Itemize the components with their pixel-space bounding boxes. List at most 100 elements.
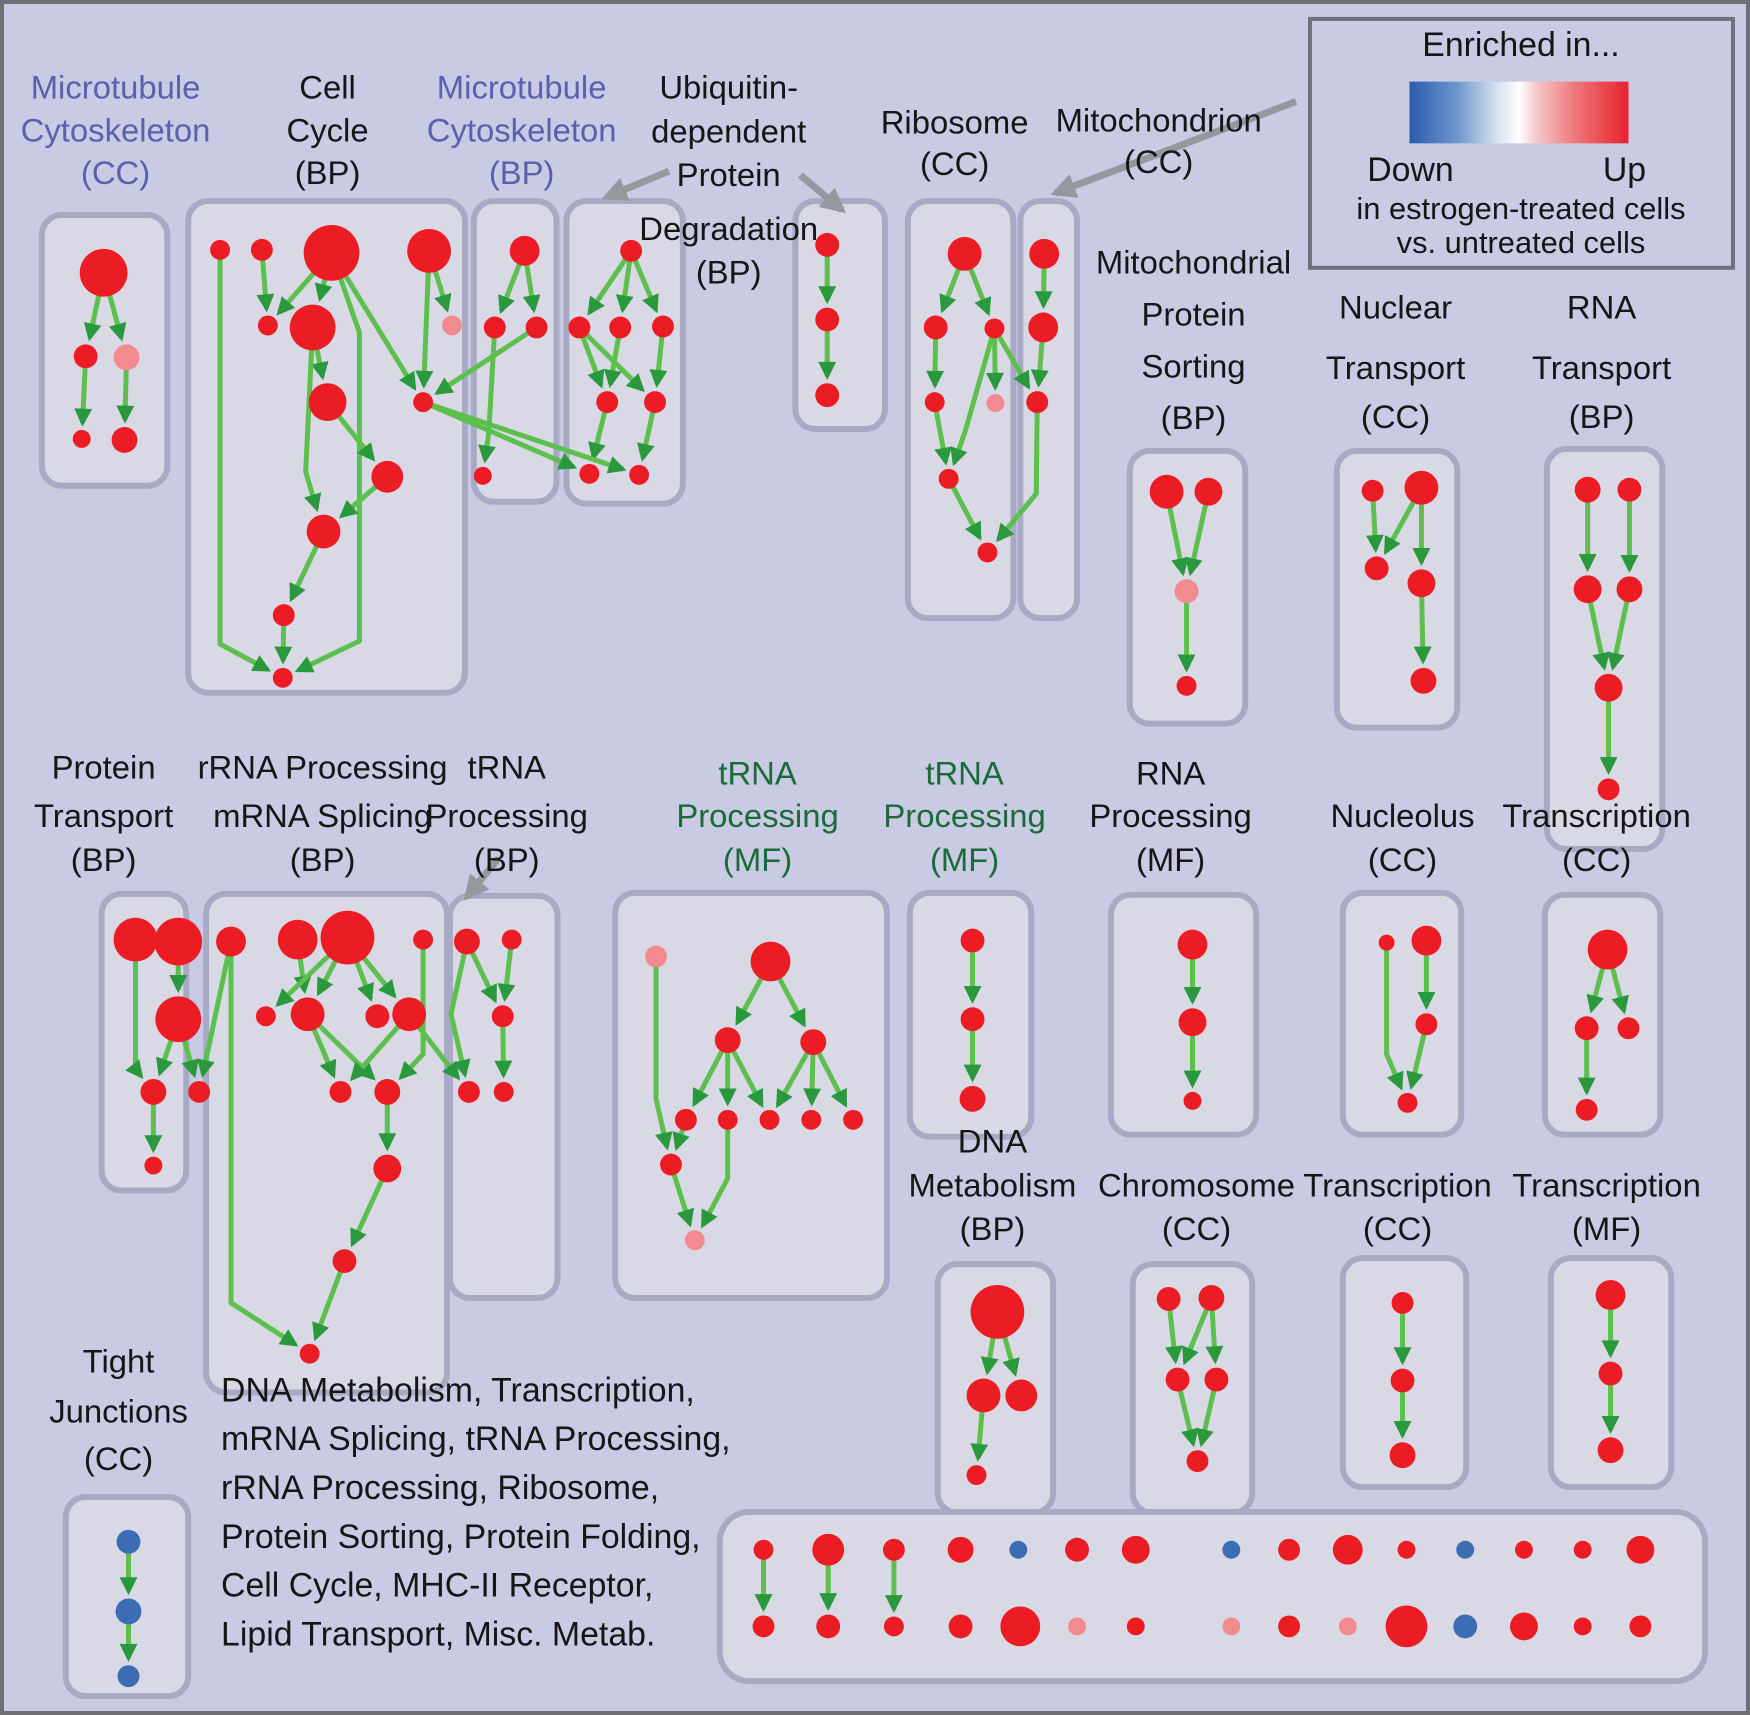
node-s4: [1616, 576, 1643, 603]
node-m2: [483, 316, 506, 339]
node-r11: [373, 1154, 402, 1183]
node-g2: [1028, 312, 1059, 343]
label-rt-line1: RNA: [1567, 289, 1636, 326]
node-k15b: [1629, 1615, 1652, 1638]
node-s3: [1573, 575, 1602, 604]
node-d1: [113, 917, 158, 962]
node-ab1: [1595, 1280, 1626, 1310]
node-q4: [1407, 569, 1436, 598]
group-box-rr: [203, 890, 450, 1396]
node-s2: [1617, 477, 1642, 502]
node-ab3: [1597, 1437, 1624, 1464]
node-e4: [800, 1029, 827, 1056]
node-x3: [1617, 1017, 1640, 1040]
node-k3t: [882, 1538, 905, 1561]
node-k8t: [1222, 1540, 1241, 1559]
node-q2: [1404, 470, 1439, 505]
edge-c3-c13: [294, 252, 362, 673]
node-v3: [1183, 1091, 1202, 1110]
node-b6: [938, 468, 959, 489]
node-v2: [1178, 1008, 1207, 1037]
label-tm-line1: tRNA: [718, 754, 797, 791]
label-mtbp-line3: (BP): [489, 154, 555, 191]
label-tj-line3: (CC): [84, 1440, 153, 1477]
misc-categories-note-line4: Protein Sorting, Protein Folding,: [221, 1518, 700, 1556]
trna-bp-pointer-arrow-icon: [463, 855, 502, 901]
label-mps-line3: Sorting: [1141, 347, 1245, 384]
node-r12: [332, 1249, 357, 1274]
node-f3: [959, 1085, 986, 1112]
node-y4: [966, 1465, 987, 1486]
legend-gradient-bar: [1409, 81, 1629, 144]
node-y2: [966, 1378, 1001, 1413]
node-k7b: [1126, 1617, 1145, 1636]
node-x1: [1587, 929, 1628, 970]
node-k4t: [947, 1536, 974, 1563]
ubiquitin-right-pointer-arrow-icon: [798, 172, 847, 214]
node-a2: [73, 344, 98, 369]
label-tb-line2: Processing: [426, 797, 588, 834]
node-r3: [320, 910, 375, 965]
node-d3: [155, 996, 202, 1043]
node-c11: [306, 514, 341, 549]
node-c2: [250, 238, 273, 261]
edge-r4-r10: [398, 939, 426, 1081]
misc-categories-note-line2: mRNA Splicing, tRNA Processing,: [221, 1420, 730, 1458]
nodes-layer: [72, 224, 1655, 1688]
label-mtbp-line2: Cytoskeleton: [427, 111, 617, 148]
label-rr-line2: mRNA Splicing: [213, 797, 432, 834]
node-p1: [1149, 474, 1184, 509]
node-z5: [1186, 1450, 1209, 1473]
label-dm-line1: DNA: [958, 1123, 1027, 1160]
node-w2: [1411, 925, 1442, 956]
node-b5: [986, 394, 1005, 413]
node-p3: [1174, 579, 1199, 604]
edge-b4-b6: [932, 401, 952, 466]
edge-s4-s5: [1607, 588, 1632, 671]
legend-down-label: Down: [1367, 151, 1454, 189]
node-k13b: [1510, 1612, 1538, 1641]
label-rp-line2: Processing: [1089, 797, 1251, 834]
node-e6: [717, 1109, 738, 1130]
node-t1: [453, 928, 480, 955]
node-g1: [1029, 238, 1060, 269]
node-e3: [714, 1027, 741, 1054]
mitochondrion-pointer-arrow-icon: [1050, 98, 1298, 198]
label-mtcc-line2: Cytoskeleton: [21, 111, 211, 148]
node-r2: [277, 919, 318, 960]
label-tc-line1: Transcription: [1502, 797, 1691, 834]
label-nu-line1: Nucleolus: [1330, 797, 1474, 834]
label-rp-line1: RNA: [1136, 754, 1205, 791]
node-t4: [457, 1080, 480, 1103]
label-cc-line2: Cycle: [287, 111, 369, 148]
node-q1: [1361, 479, 1384, 502]
node-b4: [924, 392, 945, 413]
group-box-mtcc: [38, 212, 171, 489]
label-mito-line1: Mitochondrion: [1056, 101, 1262, 138]
edge-c6-c11: [303, 327, 322, 513]
legend-caption-line2: vs. untreated cells: [1397, 225, 1646, 260]
edge-b3-g3: [992, 327, 1031, 390]
node-aa3: [1389, 1442, 1416, 1469]
label-tb-line1: tRNA: [468, 748, 547, 785]
edge-e1-e10: [653, 956, 673, 1151]
group-box-rt: [1543, 445, 1666, 853]
node-w3: [1415, 1013, 1438, 1036]
node-t2: [501, 929, 522, 950]
edge-c4-c9: [415, 250, 434, 389]
legend-up-label: Up: [1603, 151, 1646, 189]
node-e2: [750, 941, 791, 982]
node-aa2: [1390, 1368, 1415, 1393]
node-ab2: [1598, 1361, 1623, 1386]
node-r7: [365, 1004, 390, 1029]
node-z1: [1156, 1286, 1181, 1311]
node-r4: [413, 929, 434, 950]
label-tj-line1: Tight: [83, 1343, 155, 1380]
node-j1: [116, 1529, 141, 1554]
node-k1t: [753, 1539, 774, 1560]
edge-g3-b7: [996, 402, 1040, 543]
node-z2: [1198, 1284, 1225, 1311]
label-mtbp-line1: Microtubule: [437, 69, 607, 106]
legend-box: [1307, 16, 1735, 270]
node-k6b: [1068, 1617, 1087, 1636]
